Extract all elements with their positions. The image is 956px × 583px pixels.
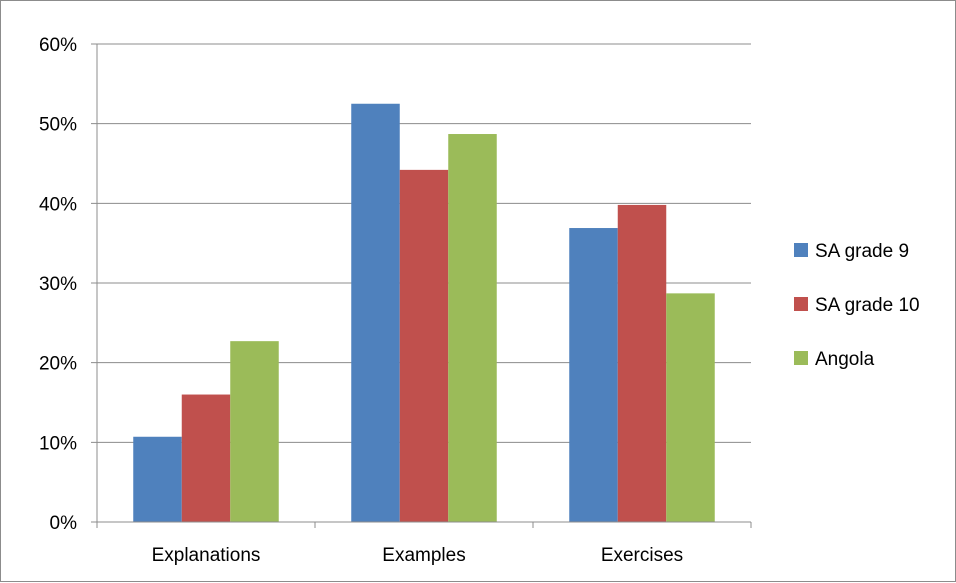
y-tick-label: 60% (39, 35, 77, 56)
y-tick-label: 40% (39, 194, 77, 215)
y-tick-label: 30% (39, 274, 77, 295)
legend-swatch (794, 297, 808, 311)
y-tick-label: 10% (39, 433, 77, 454)
bar (448, 134, 497, 523)
y-tick-label: 0% (50, 513, 78, 534)
bar (133, 436, 182, 522)
x-category-label: Explanations (152, 545, 261, 566)
legend-label: SA grade 9 (815, 241, 909, 262)
bar (351, 103, 400, 522)
bar (399, 169, 449, 522)
x-category-label: Examples (382, 545, 465, 566)
legend-swatch (794, 243, 808, 257)
bar (230, 341, 279, 522)
x-category-label: Exercises (601, 545, 683, 566)
y-tick-label: 20% (39, 354, 77, 375)
legend-label: Angola (815, 349, 875, 370)
y-tick-label: 50% (39, 115, 77, 136)
bars (133, 103, 715, 523)
bar (181, 394, 231, 522)
legend-swatch (794, 351, 808, 365)
bar (617, 204, 667, 522)
legend: SA grade 9 SA grade 10 Angola (794, 241, 920, 370)
legend-label: SA grade 10 (815, 295, 920, 316)
bar (569, 228, 618, 522)
bar (666, 293, 715, 522)
axes (96, 44, 752, 528)
axis-labels: 0% 10% 20% 30% 40% 50% 60% Explanations Examples… (39, 35, 683, 566)
